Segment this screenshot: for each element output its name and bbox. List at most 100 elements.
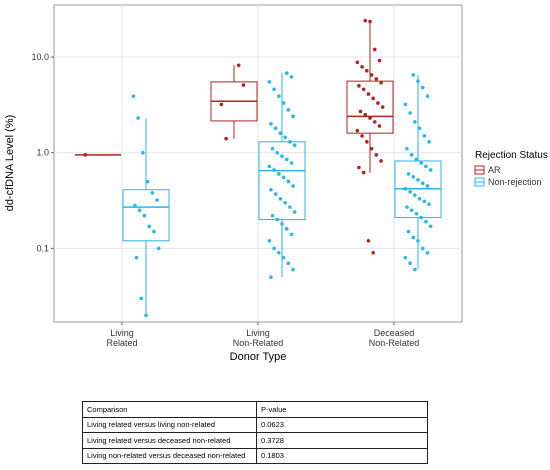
point [405, 205, 409, 209]
point [366, 92, 371, 96]
point [369, 73, 374, 77]
point [424, 219, 428, 224]
point [413, 193, 417, 197]
point [355, 60, 360, 65]
point [131, 94, 136, 98]
x-axis-title: Donor Type [230, 351, 287, 363]
point [289, 232, 294, 237]
point [380, 105, 385, 109]
point [281, 175, 286, 180]
point [272, 87, 276, 92]
point [289, 75, 294, 79]
legend-label: Non-rejection [488, 177, 542, 187]
point [403, 255, 408, 260]
point [371, 250, 375, 255]
point [283, 135, 287, 140]
point [270, 213, 275, 218]
point [372, 120, 377, 124]
point [291, 114, 295, 119]
cell: Living related versus living non-related [82, 416, 257, 433]
point [366, 239, 371, 243]
y-tick-label: 10.0 [31, 52, 49, 62]
point [360, 134, 364, 138]
header-cell: P-value [256, 401, 428, 418]
x-tick-label: Deceased [374, 328, 415, 338]
x-tick-label: Living [246, 328, 270, 338]
table-row: Living related versus living non-related… [82, 416, 428, 433]
point [365, 140, 369, 144]
point [425, 250, 430, 255]
cell: 0.3728 [256, 432, 428, 449]
point [288, 205, 292, 209]
point [272, 168, 276, 172]
point [241, 83, 246, 87]
point [150, 191, 155, 195]
point [369, 146, 374, 151]
point [427, 202, 431, 206]
cell: Living related versus deceased non-relat… [82, 432, 257, 449]
table-header: Comparison P-value [82, 401, 428, 418]
point [286, 108, 291, 112]
point [419, 215, 423, 220]
point [141, 150, 145, 155]
point [409, 208, 414, 213]
point [284, 71, 289, 75]
point [281, 101, 286, 105]
point [417, 126, 422, 131]
y-axis-title: dd-cfDNA Level (%) [4, 115, 16, 212]
cell: Living non-related versus deceased non-r… [82, 447, 257, 464]
point [357, 165, 361, 170]
point [409, 153, 414, 157]
box [346, 80, 394, 134]
point [422, 134, 427, 138]
point [419, 161, 423, 165]
point [420, 181, 425, 186]
point [411, 235, 416, 240]
point [357, 84, 361, 88]
x-tick-label: Non-Related [233, 338, 284, 348]
point [425, 184, 430, 188]
point [420, 85, 425, 90]
point [270, 146, 275, 151]
point [286, 179, 291, 184]
point [275, 217, 280, 222]
point [363, 112, 368, 117]
point [403, 186, 408, 191]
point [405, 146, 409, 151]
point [286, 261, 291, 265]
box [122, 189, 170, 242]
point [281, 255, 286, 260]
point [269, 187, 273, 192]
x-tick-label: Non-Related [369, 338, 420, 348]
point [83, 153, 88, 157]
point [267, 164, 272, 169]
box [258, 141, 306, 221]
cell: 0.0623 [256, 416, 428, 433]
point [376, 101, 380, 105]
y-tick-label: 1.0 [36, 148, 49, 158]
point [358, 109, 363, 114]
point [427, 140, 431, 144]
legend-label: AR [488, 165, 501, 175]
point [371, 96, 375, 101]
point [374, 153, 379, 157]
point [414, 211, 419, 216]
point [416, 239, 420, 243]
point [379, 159, 383, 163]
point [284, 227, 289, 231]
point [372, 47, 377, 52]
point [136, 116, 140, 120]
point [288, 140, 292, 144]
point [284, 157, 289, 162]
point [374, 77, 379, 81]
point [280, 222, 284, 226]
point [413, 267, 417, 272]
point [377, 58, 382, 63]
point [156, 246, 161, 251]
chart: dd-cfDNA Level (%) Donor Type Rejection … [4, 4, 548, 363]
point [145, 179, 150, 184]
point [365, 68, 369, 73]
point [278, 196, 283, 201]
x-tick-label: Related [106, 338, 137, 348]
